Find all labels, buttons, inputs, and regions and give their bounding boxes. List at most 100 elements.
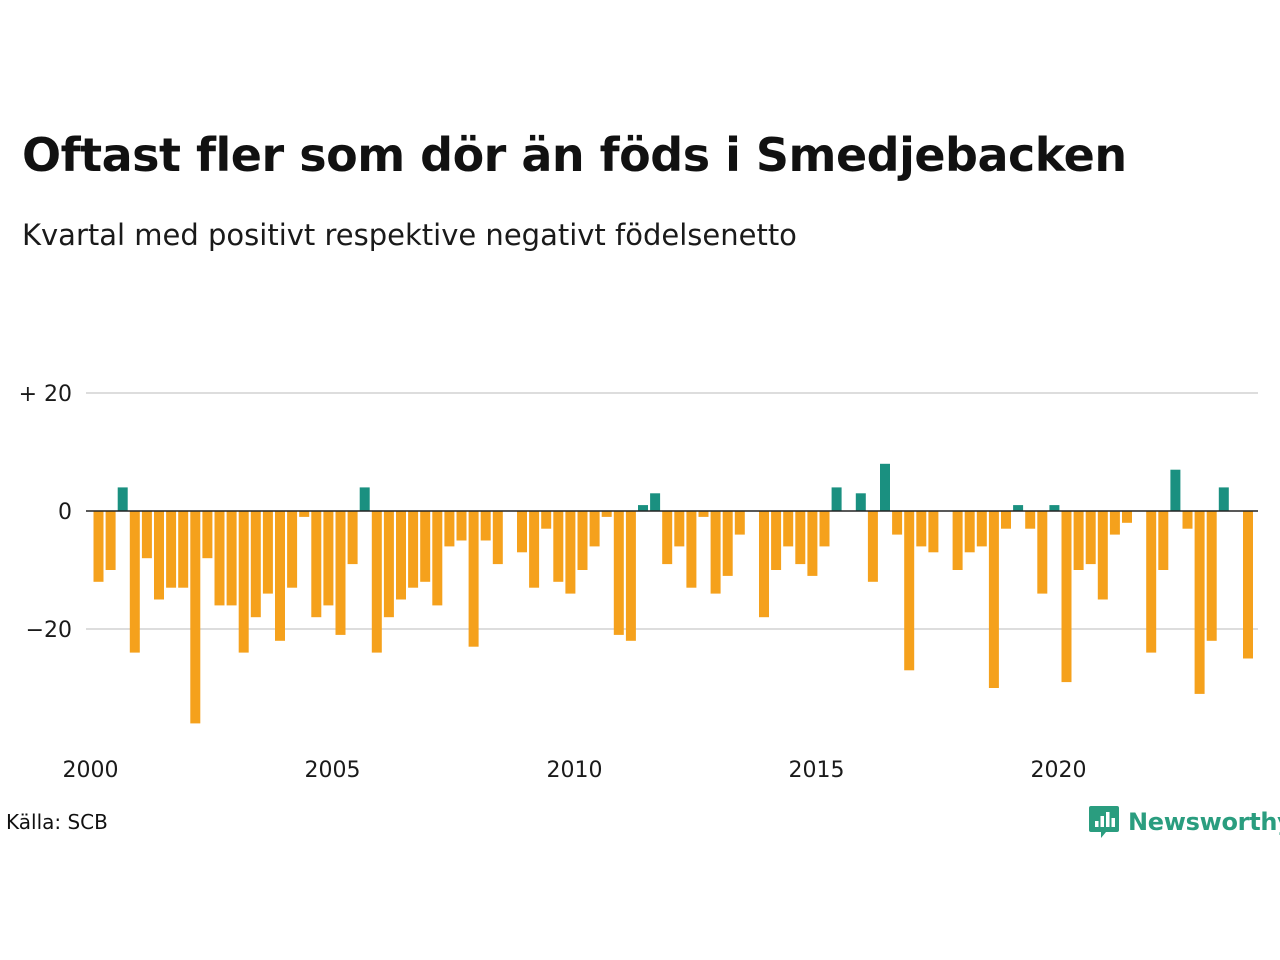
bar: [783, 511, 794, 547]
bar: [1013, 505, 1024, 511]
bar: [904, 511, 915, 671]
bar: [662, 511, 673, 565]
bar: [214, 511, 225, 606]
bar: [1073, 511, 1084, 570]
bar: [202, 511, 213, 559]
bar: [1061, 511, 1072, 683]
bar: [492, 511, 503, 565]
bar: [722, 511, 733, 576]
bar: [129, 511, 140, 653]
chart-subtitle: Kvartal med positivt respektive negativt…: [22, 218, 797, 252]
bar: [710, 511, 721, 594]
bar: [178, 511, 189, 588]
bar: [988, 511, 999, 688]
bar: [831, 487, 842, 511]
bar: [480, 511, 491, 541]
bar: [371, 511, 382, 653]
bar: [408, 511, 419, 588]
bar-chart: + 20 0 −20 2000 2005 2010 2015 2020: [19, 382, 1258, 783]
bar: [1170, 469, 1181, 511]
bar: [456, 511, 467, 541]
bar: [1146, 511, 1157, 653]
bar: [141, 511, 152, 559]
chart-title: Oftast fler som dör än föds i Smedjeback…: [22, 128, 1127, 182]
bar: [117, 487, 128, 511]
bar: [1025, 511, 1036, 529]
bar: [674, 511, 685, 547]
bar: [468, 511, 479, 647]
y-tick-label: 0: [58, 500, 72, 525]
bar: [299, 511, 310, 517]
bar: [638, 505, 648, 511]
bar: [1085, 511, 1096, 565]
bar: [275, 511, 285, 641]
y-axis-labels: + 20 0 −20: [19, 382, 72, 643]
bar: [347, 511, 358, 565]
bar: [1194, 511, 1205, 694]
bar: [976, 511, 987, 547]
x-tick-label: 2000: [63, 758, 119, 783]
source-label: Källa: SCB: [6, 810, 108, 834]
y-tick-label: −20: [26, 618, 72, 643]
bar: [867, 511, 878, 582]
bar: [529, 511, 540, 588]
bar: [734, 511, 745, 535]
bar: [565, 511, 576, 594]
bar: [335, 511, 346, 635]
bar: [444, 511, 455, 547]
bar: [855, 493, 866, 511]
bar: [892, 511, 903, 535]
bar: [1182, 511, 1193, 529]
bar: [1122, 511, 1132, 523]
bar: [226, 511, 237, 606]
bar: [916, 511, 927, 547]
bar: [287, 511, 298, 588]
bar: [1206, 511, 1217, 641]
bar: [93, 511, 104, 582]
x-tick-label: 2015: [789, 758, 845, 783]
bar: [105, 511, 116, 570]
bar: [601, 511, 612, 517]
bar: [154, 511, 164, 600]
bar: [1001, 511, 1011, 529]
x-axis-labels: 2000 2005 2010 2015 2020: [63, 758, 1087, 783]
bar: [432, 511, 443, 606]
bar: [880, 463, 890, 511]
bar: [262, 511, 273, 594]
bar: [383, 511, 394, 618]
bar: [238, 511, 249, 653]
bar: [311, 511, 322, 618]
x-tick-label: 2005: [305, 758, 361, 783]
y-tick-label: + 20: [19, 382, 72, 407]
bar: [1037, 511, 1048, 594]
bar: [166, 511, 177, 588]
bar: [759, 511, 769, 618]
bar: [819, 511, 830, 547]
bar: [625, 511, 636, 641]
bar: [650, 493, 661, 511]
newsworthy-logo: Newsworthy: [1088, 804, 1280, 840]
bar: [1109, 511, 1120, 535]
bar: [1243, 511, 1253, 659]
bar: [359, 487, 370, 511]
bar: [190, 511, 201, 724]
bar: [795, 511, 806, 565]
bar: [577, 511, 588, 570]
bar: [517, 511, 527, 553]
newsworthy-logo-icon: [1089, 806, 1119, 838]
bar: [250, 511, 261, 618]
bar: [1158, 511, 1169, 570]
bar: [1049, 505, 1060, 511]
bar: [771, 511, 782, 570]
bar: [553, 511, 564, 582]
bar: [928, 511, 939, 553]
bar: [952, 511, 963, 570]
bar: [396, 511, 406, 600]
x-tick-label: 2010: [547, 758, 603, 783]
bar: [1097, 511, 1108, 600]
bar: [541, 511, 552, 529]
bar: [323, 511, 334, 606]
bar: [1218, 487, 1229, 511]
bar: [964, 511, 975, 553]
bar: [686, 511, 697, 588]
